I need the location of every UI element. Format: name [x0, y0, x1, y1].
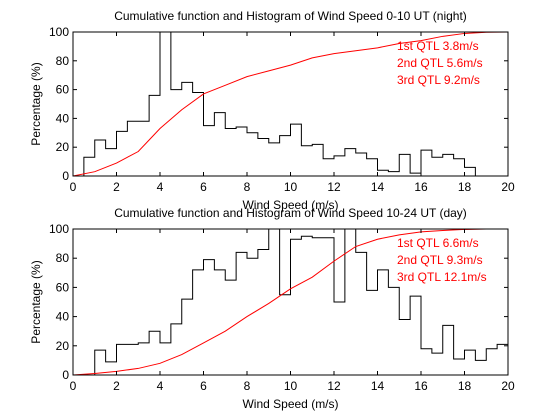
x-tick-label: 2 — [113, 180, 120, 194]
x-tick-label: 12 — [327, 379, 341, 393]
x-tick-label: 8 — [244, 180, 251, 194]
y-tick-label: 40 — [56, 111, 70, 125]
chart-title: Cumulative function and Histogram of Win… — [114, 9, 467, 23]
y-tick-label: 100 — [49, 25, 69, 39]
cumulative-series — [73, 229, 508, 375]
quartile-annotation: 2nd QTL 9.3m/s — [397, 253, 483, 267]
histogram-series — [83, 32, 476, 176]
y-tick-label: 40 — [56, 310, 70, 324]
histogram-series — [94, 229, 508, 375]
y-tick-label: 60 — [56, 83, 70, 97]
quartile-annotation: 2nd QTL 5.6m/s — [397, 56, 483, 70]
quartile-annotation: 3rd QTL 12.1m/s — [397, 270, 487, 284]
x-tick-label: 6 — [200, 180, 207, 194]
x-tick-label: 4 — [157, 180, 164, 194]
plot-area — [73, 32, 508, 176]
y-tick-label: 80 — [56, 251, 70, 265]
quartile-annotation: 3rd QTL 9.2m/s — [397, 73, 480, 87]
y-tick-label: 60 — [56, 280, 70, 294]
chart-title: Cumulative function and Histogram of Win… — [114, 206, 467, 220]
x-tick-label: 6 — [200, 379, 207, 393]
x-tick-label: 10 — [284, 180, 298, 194]
chart-panel-1: 0 2 4 6 8 10 12 14 16 18 20 0 20 40 60 80 100 Cumulative … — [29, 9, 515, 212]
x-tick-label: 8 — [244, 379, 251, 393]
x-tick-label: 0 — [70, 379, 77, 393]
y-tick-label: 0 — [62, 368, 69, 382]
y-tick-label: 0 — [62, 169, 69, 183]
x-tick-label: 18 — [458, 180, 472, 194]
x-axis-label: Wind Speed (m/s) — [242, 397, 338, 411]
x-tick-label: 0 — [70, 180, 77, 194]
x-axis-label: Wind Speed (m/s) — [242, 198, 338, 212]
y-axis-label: Percentage (%) — [29, 260, 43, 343]
x-tick-label: 16 — [414, 379, 428, 393]
y-tick-label: 100 — [49, 222, 69, 236]
y-tick-label: 20 — [56, 339, 70, 353]
y-tick-label: 20 — [56, 140, 70, 154]
x-tick-label: 18 — [458, 379, 472, 393]
x-tick-label: 4 — [157, 379, 164, 393]
x-tick-label: 12 — [327, 180, 341, 194]
data-layer — [73, 32, 508, 176]
y-axis-label: Percentage (%) — [29, 62, 43, 145]
x-tick-label: 14 — [371, 379, 385, 393]
x-tick-label: 20 — [501, 379, 515, 393]
x-tick-label: 14 — [371, 180, 385, 194]
x-tick-label: 2 — [113, 379, 120, 393]
x-tick-label: 10 — [284, 379, 298, 393]
chart-panel-2: 0 2 4 6 8 10 12 14 16 18 20 0 20 40 60 80 100 Cumulative … — [29, 206, 515, 411]
cumulative-series — [73, 32, 508, 176]
x-tick-label: 20 — [501, 180, 515, 194]
data-layer — [73, 229, 508, 375]
quartile-annotation: 1st QTL 3.8m/s — [397, 39, 479, 53]
x-tick-label: 16 — [414, 180, 428, 194]
y-tick-label: 80 — [56, 54, 70, 68]
quartile-annotation: 1st QTL 6.6m/s — [397, 236, 479, 250]
